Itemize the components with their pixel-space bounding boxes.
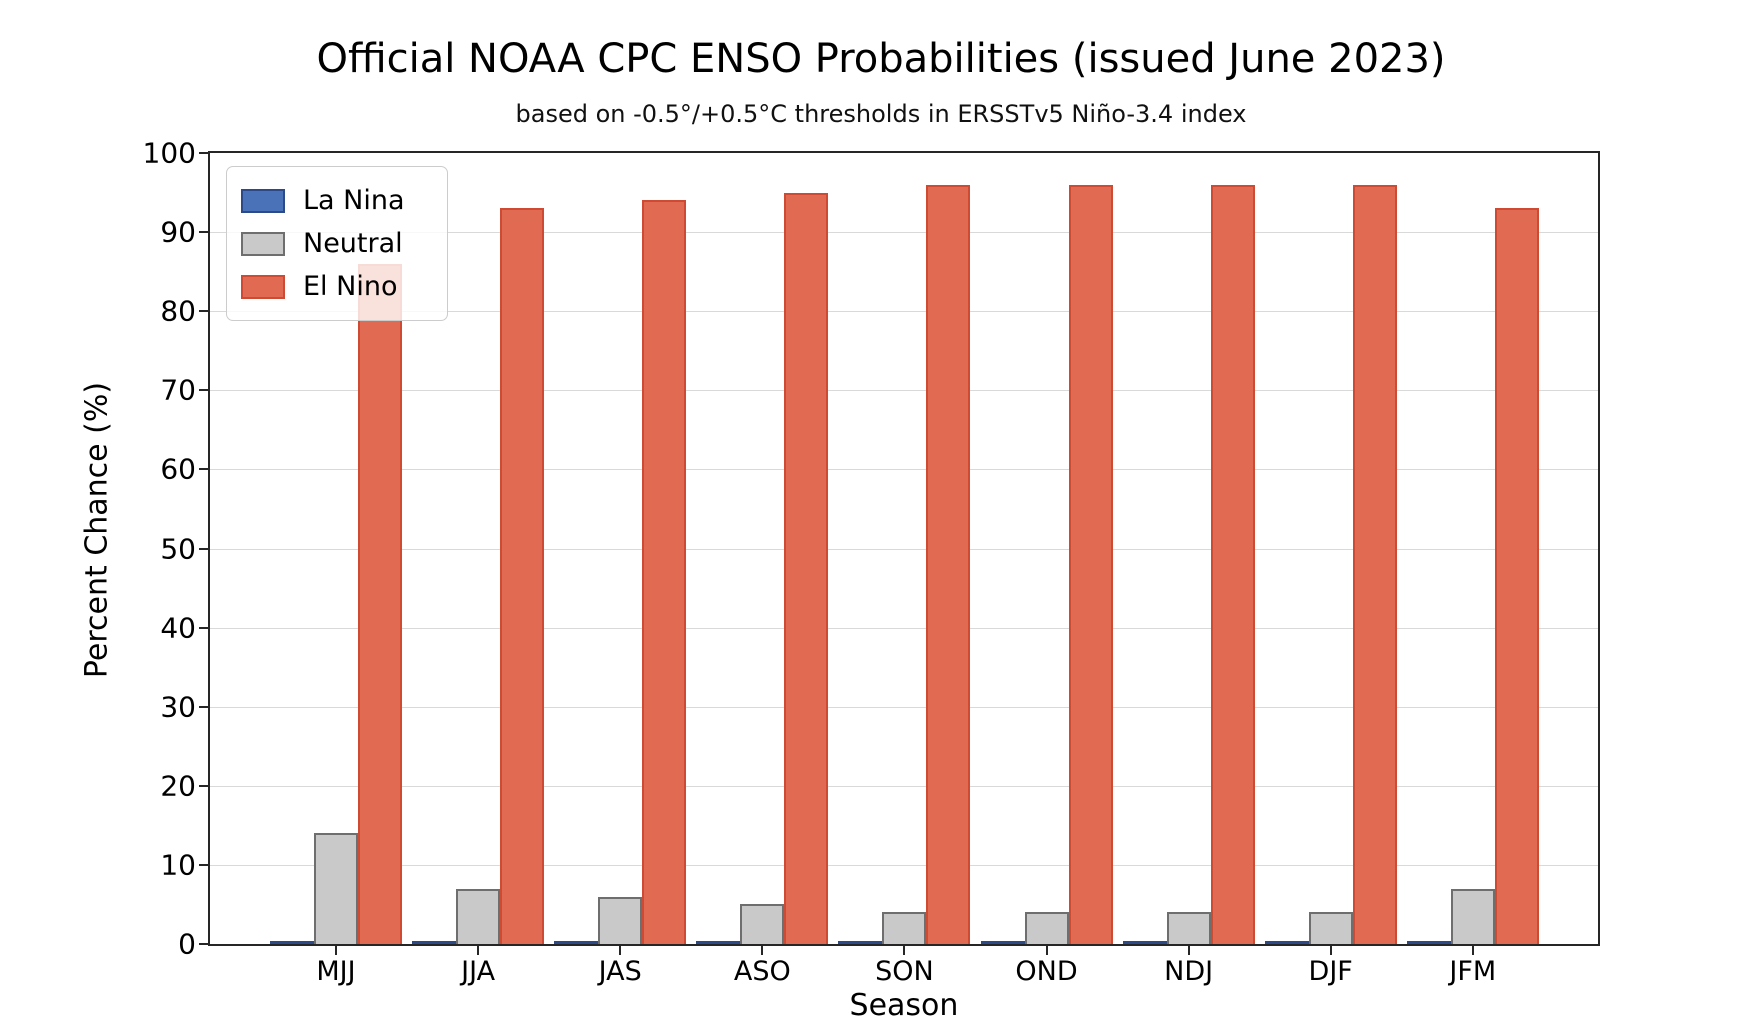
bar-neutral-JAS <box>598 897 643 944</box>
x-tick-label-NDJ: NDJ <box>1164 956 1214 987</box>
gridline-10 <box>210 864 1598 866</box>
bar-neutral-DJF <box>1308 912 1353 944</box>
y-tick-label-90: 90 <box>160 215 196 249</box>
legend-item-la-nina: La Nina <box>241 179 433 222</box>
y-tick-mark-80 <box>199 310 208 313</box>
y-tick-mark-0 <box>199 943 208 945</box>
y-tick-mark-20 <box>199 784 208 787</box>
bar-el-nino-JJA <box>500 208 545 944</box>
bar-la-nina-JAS <box>554 941 599 944</box>
gridline-50 <box>210 548 1598 550</box>
y-tick-mark-10 <box>199 863 208 866</box>
legend-label-la-nina: La Nina <box>303 185 405 216</box>
y-tick-label-80: 80 <box>160 294 196 328</box>
x-tick-mark-JJA <box>477 946 480 955</box>
x-tick-label-SON: SON <box>875 956 934 987</box>
bar-neutral-ASO <box>740 904 785 944</box>
bar-la-nina-MJJ <box>270 941 314 944</box>
bar-el-nino-DJF <box>1352 185 1397 944</box>
bar-la-nina-OND <box>980 941 1025 944</box>
x-tick-label-JJA: JJA <box>461 956 496 987</box>
legend-item-el-nino: El Nino <box>241 265 433 308</box>
y-tick-mark-30 <box>199 705 208 708</box>
bar-el-nino-OND <box>1068 185 1113 944</box>
y-tick-label-40: 40 <box>160 611 196 645</box>
legend-label-neutral: Neutral <box>303 228 403 259</box>
legend-swatch-el-nino <box>241 274 285 299</box>
bar-el-nino-JAS <box>642 200 687 944</box>
y-tick-mark-50 <box>199 547 208 550</box>
y-tick-label-30: 30 <box>160 690 196 724</box>
bar-neutral-JJA <box>456 889 501 944</box>
plot-area: La Nina Neutral El Nino <box>199 151 1600 955</box>
x-tick-mark-NDJ <box>1187 946 1190 955</box>
y-tick-label-50: 50 <box>160 532 196 565</box>
bar-neutral-OND <box>1024 912 1069 944</box>
gridline-30 <box>210 706 1598 708</box>
y-axis-line <box>208 151 210 946</box>
legend: La Nina Neutral El Nino <box>226 166 448 321</box>
bar-neutral-SON <box>882 912 927 944</box>
bar-la-nina-JFM <box>1406 941 1451 944</box>
x-tick-mark-JFM <box>1471 946 1474 955</box>
x-axis-line <box>210 944 1598 946</box>
y-tick-mark-90 <box>199 231 208 234</box>
bar-neutral-NDJ <box>1166 912 1211 944</box>
bar-la-nina-DJF <box>1264 941 1309 944</box>
gridline-40 <box>210 627 1598 629</box>
right-spine <box>1598 151 1600 946</box>
chart-title: Official NOAA CPC ENSO Probabilities (is… <box>316 36 1446 82</box>
y-tick-label-10: 10 <box>160 848 196 882</box>
x-axis-label: Season <box>849 988 959 1023</box>
x-tick-mark-ASO <box>761 946 764 955</box>
top-spine <box>210 151 1598 153</box>
y-tick-mark-100 <box>199 152 208 154</box>
x-tick-mark-DJF <box>1329 946 1332 955</box>
legend-item-neutral: Neutral <box>241 222 433 265</box>
x-tick-mark-SON <box>903 946 906 955</box>
bar-el-nino-JFM <box>1494 208 1539 944</box>
y-tick-label-70: 70 <box>160 373 196 407</box>
legend-swatch-neutral <box>241 231 285 256</box>
y-tick-label-20: 20 <box>160 769 196 803</box>
bar-el-nino-MJJ <box>358 264 402 944</box>
gridline-80 <box>210 311 1598 313</box>
gridline-20 <box>210 785 1598 787</box>
y-axis-label: Percent Chance (%) <box>79 381 115 679</box>
bar-la-nina-ASO <box>696 941 741 944</box>
gridline-90 <box>210 232 1598 234</box>
x-tick-mark-MJJ <box>335 946 337 955</box>
bar-la-nina-SON <box>838 941 883 944</box>
y-tick-mark-40 <box>199 626 208 629</box>
x-tick-label-ASO: ASO <box>733 956 791 987</box>
bar-neutral-MJJ <box>314 833 358 944</box>
gridline-60 <box>210 469 1598 471</box>
chart-subtitle: based on -0.5°/+0.5°C thresholds in ERSS… <box>515 100 1247 128</box>
y-tick-mark-70 <box>199 389 208 392</box>
bar-el-nino-ASO <box>784 193 829 944</box>
bar-neutral-JFM <box>1450 889 1495 944</box>
y-tick-mark-60 <box>199 468 208 471</box>
x-tick-label-JFM: JFM <box>1449 956 1497 987</box>
x-tick-label-OND: OND <box>1015 956 1078 987</box>
legend-swatch-la-nina <box>241 188 285 213</box>
legend-label-el-nino: El Nino <box>303 271 398 302</box>
x-tick-label-MJJ: MJJ <box>316 956 356 987</box>
x-tick-mark-JAS <box>619 946 622 955</box>
bar-la-nina-JJA <box>412 941 457 944</box>
bar-el-nino-NDJ <box>1210 185 1255 944</box>
y-tick-label-100: 100 <box>142 136 196 170</box>
x-tick-label-JAS: JAS <box>598 956 642 987</box>
y-tick-label-0: 0 <box>178 927 196 961</box>
y-tick-label-60: 60 <box>160 452 196 486</box>
x-tick-label-DJF: DJF <box>1308 956 1353 987</box>
gridline-70 <box>210 390 1598 392</box>
bar-el-nino-SON <box>926 185 971 944</box>
x-tick-mark-OND <box>1045 946 1048 955</box>
bar-la-nina-NDJ <box>1122 941 1167 944</box>
